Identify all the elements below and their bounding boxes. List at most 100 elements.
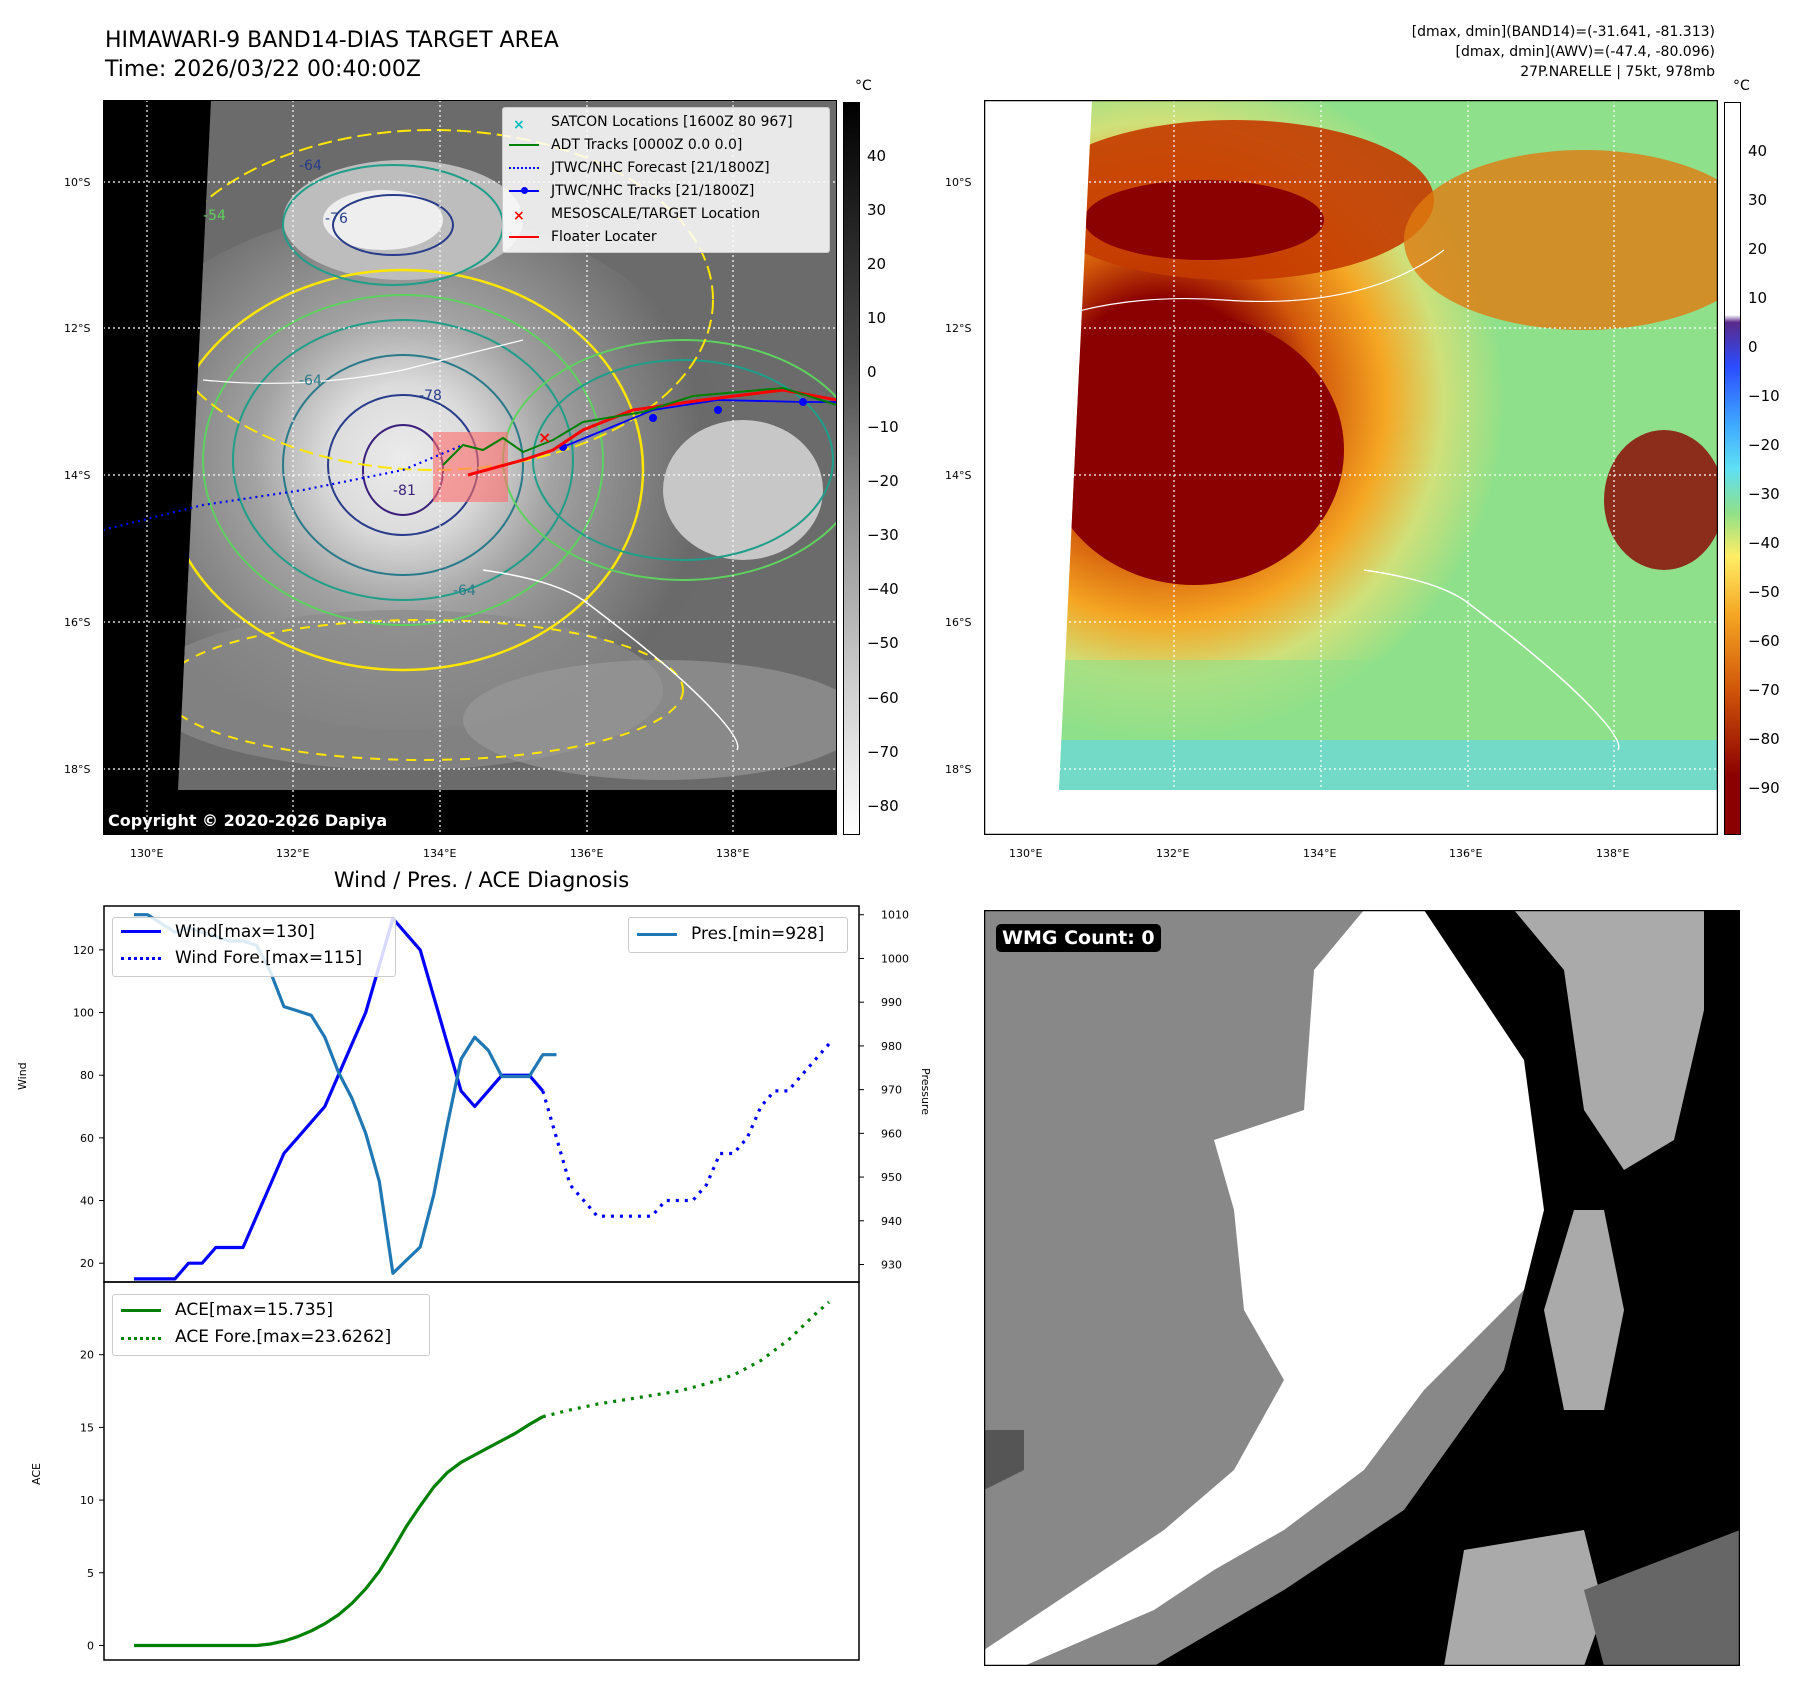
legend-label: ACE[max=15.735] bbox=[175, 1300, 333, 1320]
legend-marker-target: × bbox=[513, 208, 525, 224]
colorbar-tick: −30 bbox=[867, 526, 899, 544]
legend-marker-satcon: × bbox=[513, 117, 525, 133]
colorbar-tick: 10 bbox=[867, 309, 887, 327]
legend-label: Wind Fore.[max=115] bbox=[175, 948, 363, 968]
contour-label: -64 bbox=[453, 583, 476, 599]
awv-map bbox=[984, 100, 1718, 835]
legend-label: Pres.[min=928] bbox=[691, 924, 825, 944]
sat-legend: × SATCON Locations [1600Z 80 967] ADT Tr… bbox=[502, 107, 830, 253]
ace-tick-label: 0 bbox=[87, 1639, 94, 1652]
contour-label: -81 bbox=[393, 483, 416, 499]
colorbar-tick: −80 bbox=[867, 797, 899, 815]
ace-panel-frame bbox=[103, 1281, 860, 1661]
legend-marker-tracks bbox=[509, 187, 539, 194]
sat-time: Time: 2026/03/22 00:40:00Z bbox=[105, 57, 421, 82]
lat-label: 16°S bbox=[64, 616, 91, 629]
colorbar-tick: −10 bbox=[867, 418, 899, 436]
pressure-axis-label: Pressure bbox=[919, 1068, 932, 1115]
ace-forecast-line bbox=[542, 1300, 831, 1419]
colorbar-tick: 40 bbox=[1748, 142, 1768, 160]
ace-series-line bbox=[134, 1415, 544, 1648]
colorbar-tick: −60 bbox=[867, 689, 899, 707]
sat-map: × -54 -64 -76 -64 -78 -81 -64 bbox=[103, 100, 837, 835]
colorbar-tick: −70 bbox=[1748, 681, 1780, 699]
wmg-count-badge: WMG Count: 0 bbox=[996, 924, 1161, 952]
wind-tick-label: 120 bbox=[73, 944, 94, 957]
colorbar-tick: 20 bbox=[867, 255, 887, 273]
lat-label: 10°S bbox=[64, 176, 91, 189]
lon-label: 130°E bbox=[1009, 847, 1043, 860]
lat-label: 18°S bbox=[64, 763, 91, 776]
colorbar-tick: −70 bbox=[867, 743, 899, 761]
colorbar-tick: −40 bbox=[867, 580, 899, 598]
wind-tick-label: 80 bbox=[80, 1069, 94, 1082]
colorbar-tick: 0 bbox=[867, 363, 877, 381]
colorbar-tick: −20 bbox=[867, 472, 899, 490]
wind-tick-label: 60 bbox=[80, 1132, 94, 1145]
lon-label: 138°E bbox=[716, 847, 750, 860]
ace-tick-label: 10 bbox=[80, 1494, 94, 1507]
colorbar-tick: −50 bbox=[867, 634, 899, 652]
wmg-image bbox=[984, 910, 1740, 1666]
colorbar-tick: −60 bbox=[1748, 632, 1780, 650]
sat-colorbar bbox=[843, 102, 860, 835]
pressure-tick-label: 1000 bbox=[881, 952, 909, 965]
lon-label: 136°E bbox=[1449, 847, 1483, 860]
legend-marker-wind bbox=[121, 930, 161, 933]
lon-label: 132°E bbox=[276, 847, 310, 860]
pressure-legend: Pres.[min=928] bbox=[628, 917, 848, 953]
ace-legend: ACE[max=15.735] ACE Fore.[max=23.6262] bbox=[112, 1294, 430, 1356]
ace-axis-label: ACE bbox=[30, 1463, 43, 1485]
contour-label: -64 bbox=[299, 158, 322, 174]
colorbar-tick: 0 bbox=[1748, 338, 1758, 356]
legend-marker-floater bbox=[509, 236, 539, 238]
copyright-label: Copyright © 2020-2026 Dapiya bbox=[108, 811, 388, 830]
colorbar-tick: 30 bbox=[867, 201, 887, 219]
colorbar-tick: 10 bbox=[1748, 289, 1768, 307]
legend-marker-adt bbox=[509, 144, 539, 146]
awv-info-line: [dmax, dmin](BAND14)=(-31.641, -81.313) bbox=[1411, 24, 1715, 40]
colorbar-tick: −80 bbox=[1748, 730, 1780, 748]
lat-label: 12°S bbox=[64, 322, 91, 335]
legend-marker-forecast bbox=[509, 167, 539, 169]
colorbar-tick: −10 bbox=[1748, 387, 1780, 405]
lat-label: 16°S bbox=[945, 616, 972, 629]
legend-label: JTWC/NHC Tracks [21/1800Z] bbox=[551, 183, 755, 199]
legend-label: MESOSCALE/TARGET Location bbox=[551, 206, 761, 222]
wind-axis-label: Wind bbox=[16, 1062, 29, 1090]
wind-tick-label: 40 bbox=[80, 1195, 94, 1208]
lon-label: 134°E bbox=[1303, 847, 1337, 860]
legend-label: Wind[max=130] bbox=[175, 922, 315, 942]
svg-text:×: × bbox=[538, 428, 551, 447]
lon-label: 130°E bbox=[130, 847, 164, 860]
colorbar-tick: −30 bbox=[1748, 485, 1780, 503]
wind-tick-label: 20 bbox=[80, 1257, 94, 1270]
colorbar-tick: −90 bbox=[1748, 779, 1780, 797]
legend-marker-ace bbox=[121, 1309, 161, 1312]
legend-marker-ace-fore bbox=[121, 1337, 161, 1340]
pressure-tick-label: 990 bbox=[881, 996, 902, 1009]
colorbar-tick: 20 bbox=[1748, 240, 1768, 258]
colorbar-tick: −40 bbox=[1748, 534, 1780, 552]
lat-label: 14°S bbox=[945, 469, 972, 482]
contour-label: -78 bbox=[419, 388, 442, 404]
colorbar-tick: −50 bbox=[1748, 583, 1780, 601]
ace-tick-label: 15 bbox=[80, 1421, 94, 1434]
pressure-tick-label: 930 bbox=[881, 1259, 902, 1272]
contour-label: -76 bbox=[325, 211, 348, 227]
lon-label: 132°E bbox=[1156, 847, 1190, 860]
ace-tick-label: 20 bbox=[80, 1349, 94, 1362]
legend-label: ADT Tracks [0000Z 0.0 0.0] bbox=[551, 137, 743, 153]
legend-label: JTWC/NHC Forecast [21/1800Z] bbox=[551, 160, 770, 176]
legend-marker-wind-fore bbox=[121, 957, 161, 960]
awv-info-line: [dmax, dmin](AWV)=(-47.4, -80.096) bbox=[1455, 44, 1715, 60]
lon-label: 138°E bbox=[1596, 847, 1630, 860]
lat-label: 18°S bbox=[945, 763, 972, 776]
pressure-tick-label: 970 bbox=[881, 1084, 902, 1097]
pressure-tick-label: 980 bbox=[881, 1040, 902, 1053]
legend-marker-pressure bbox=[637, 933, 677, 936]
diag-title: Wind / Pres. / ACE Diagnosis bbox=[333, 868, 630, 892]
legend-label: Floater Locater bbox=[551, 229, 657, 245]
awv-colorbar bbox=[1724, 102, 1741, 835]
